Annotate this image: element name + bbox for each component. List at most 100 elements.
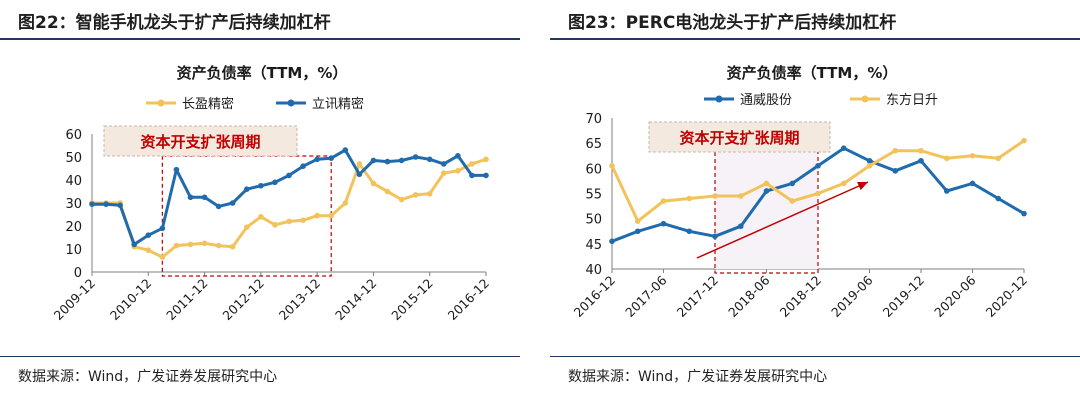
data-point: [483, 156, 489, 163]
y-tick-label: 30: [65, 197, 82, 212]
y-tick-label: 20: [65, 220, 82, 235]
data-point: [398, 196, 405, 203]
period-shade: [715, 148, 818, 269]
title-divider: [0, 38, 520, 40]
data-point: [328, 155, 335, 161]
data-point: [272, 222, 278, 228]
data-point: [173, 166, 180, 173]
data-point: [660, 198, 667, 204]
data-point: [243, 186, 250, 192]
title-divider: [550, 38, 1080, 40]
data-point: [609, 238, 615, 245]
x-tick-label: 2015-12: [388, 276, 436, 324]
data-point: [215, 203, 222, 210]
data-point: [300, 163, 306, 169]
data-point: [943, 155, 950, 162]
data-point: [103, 201, 109, 207]
data-point: [469, 172, 475, 179]
data-point: [342, 147, 349, 153]
legend-marker: [157, 99, 165, 107]
x-tick-label: 2012-12: [219, 276, 267, 324]
data-point: [229, 200, 236, 206]
data-point: [258, 214, 264, 220]
y-tick-label: 40: [585, 263, 602, 278]
annotation-label: 资本开支扩张周期: [140, 133, 260, 151]
data-point: [356, 161, 363, 167]
data-point: [440, 170, 447, 176]
data-point: [426, 191, 433, 197]
data-point: [1021, 137, 1027, 144]
data-point: [995, 195, 1002, 202]
x-tick-label: 2020-12: [983, 273, 1031, 321]
figure-title: 图22：智能手机龙头于扩产后持续加杠杆: [18, 13, 331, 33]
legend-label: 通威股份: [740, 93, 792, 108]
x-tick-label: 2019-12: [880, 273, 928, 321]
source-divider: [550, 356, 1080, 357]
chart-area: 资产负债率（TTM，%） 长盈精密 立讯精密 0 10 20 30 40 50 60 2009-12…: [51, 64, 493, 324]
data-point: [145, 247, 152, 253]
data-point: [258, 182, 264, 189]
x-tick-label: 2010-12: [107, 276, 155, 324]
data-point: [117, 202, 123, 209]
data-point: [840, 180, 847, 187]
source-note: 数据来源：Wind，广发证券发展研究中心: [18, 369, 278, 385]
chart-title: 资产负债率（TTM，%）: [177, 64, 348, 82]
y-tick-label: 0: [74, 266, 82, 281]
legend-marker: [861, 95, 869, 103]
x-tick-label: 2009-12: [51, 276, 99, 324]
data-point: [660, 220, 667, 227]
data-point: [286, 172, 292, 179]
y-tick-label: 45: [585, 238, 602, 253]
data-point: [943, 188, 950, 194]
data-point: [789, 180, 796, 187]
data-point: [89, 201, 95, 207]
annotation-label: 资本开支扩张周期: [679, 129, 799, 147]
data-point: [145, 232, 152, 238]
capex-period-box: [161, 155, 332, 277]
data-point: [789, 198, 796, 204]
annotation-box: [648, 121, 831, 153]
data-point: [918, 157, 924, 164]
right-chart-panel: 图23：PERC电池龙头于扩产后持续加杠杆 资产负债率（TTM，%） 通威股份 东方…: [550, 0, 1080, 404]
x-tick-label: 2017-12: [674, 273, 722, 321]
legend-label: 立讯精密: [312, 96, 364, 112]
data-point: [737, 193, 744, 199]
data-point: [384, 188, 391, 195]
annotation-box: [103, 125, 298, 157]
data-point: [201, 240, 208, 247]
data-point: [866, 157, 873, 164]
legend-marker: [287, 99, 295, 107]
data-point: [412, 192, 419, 198]
data-point: [763, 188, 770, 194]
legend-label: 长盈精密: [182, 96, 234, 112]
legend-marker: [715, 95, 723, 103]
y-tick-label: 60: [65, 128, 82, 143]
chart-area: 资产负债率（TTM，%） 通威股份 东方日升 40 45 50 55 60 65 70 2016-1…: [571, 64, 1031, 321]
data-point: [609, 163, 615, 169]
data-point: [384, 158, 391, 165]
legend-label: 东方日升: [886, 92, 938, 108]
x-tick-label: 2020-06: [931, 272, 979, 320]
data-point: [215, 242, 222, 249]
data-point: [892, 147, 899, 154]
data-point: [328, 212, 335, 219]
data-point: [455, 153, 461, 159]
y-tick-label: 50: [585, 213, 602, 228]
trend-arrow: [696, 181, 869, 259]
data-point: [815, 190, 821, 197]
trend-arrow-head: [857, 181, 868, 191]
data-point: [159, 225, 166, 232]
y-tick-label: 65: [585, 137, 602, 152]
left-chart-panel: 图22：智能手机龙头于扩产后持续加杠杆 资产负债率（TTM，%） 长盈精密 立讯精密…: [0, 0, 520, 404]
data-point: [440, 161, 447, 167]
x-tick-label: 2016-12: [445, 276, 493, 324]
data-point: [314, 156, 320, 163]
data-point: [840, 145, 847, 151]
data-point: [918, 147, 924, 154]
x-tick-label: 2019-06: [828, 272, 876, 320]
x-tick-label: 2014-12: [332, 276, 380, 324]
data-point: [815, 163, 821, 169]
data-point: [634, 218, 641, 224]
data-point: [1021, 210, 1027, 217]
data-point: [426, 156, 433, 163]
